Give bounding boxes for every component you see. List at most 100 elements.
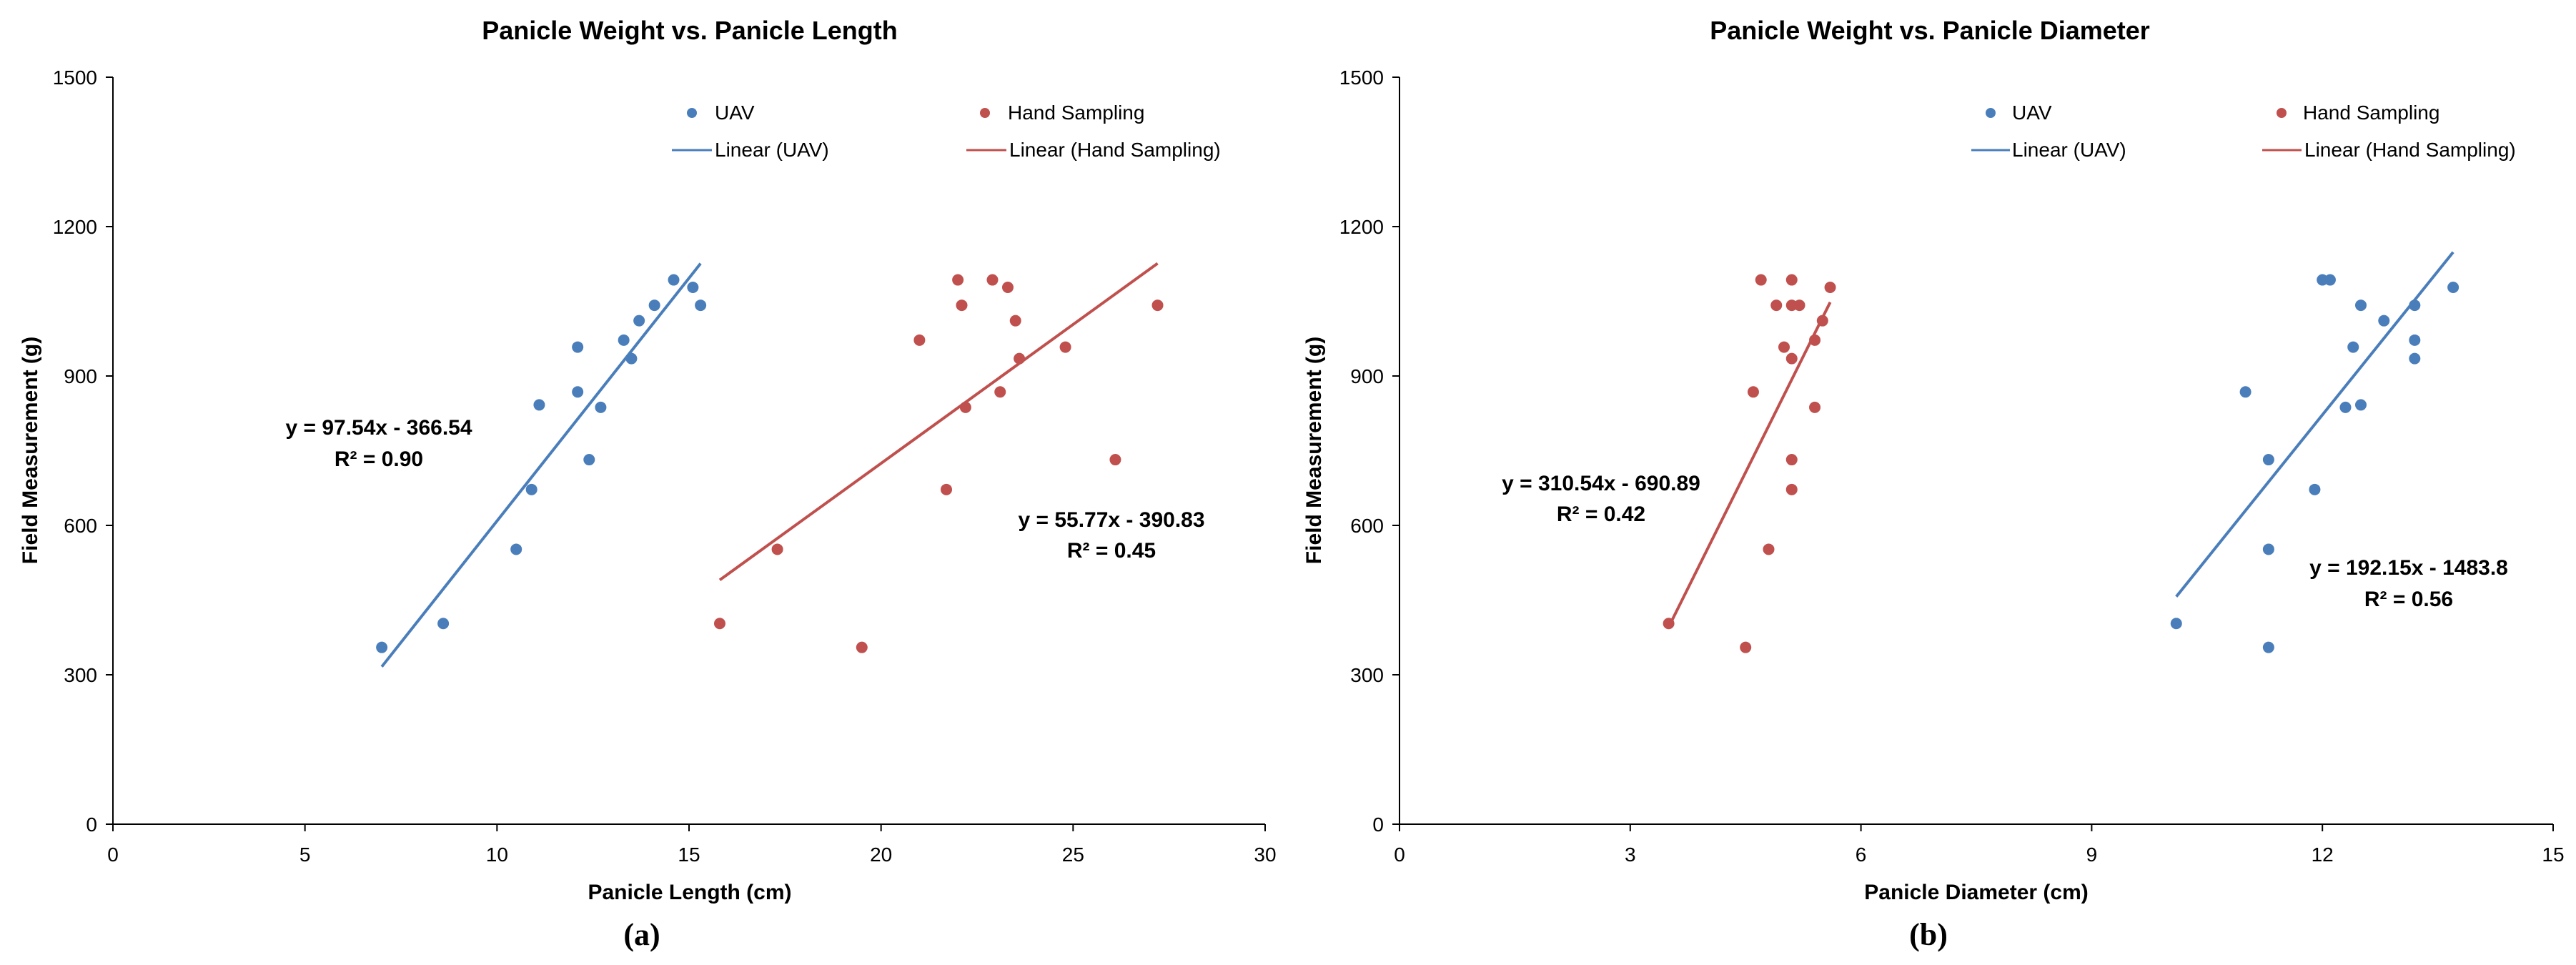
x-tick-label: 3 — [1625, 843, 1636, 866]
y-tick-label: 900 — [64, 365, 97, 387]
data-point-uav — [2409, 300, 2421, 312]
data-point-uav — [668, 274, 680, 286]
data-point-hand — [941, 483, 953, 495]
x-tick-label: 9 — [2086, 843, 2098, 866]
x-axis-title: Panicle Length (cm) — [588, 881, 791, 904]
data-point-hand — [1747, 386, 1759, 398]
data-point-uav — [2409, 334, 2421, 346]
data-point-hand — [1785, 454, 1798, 466]
data-point-uav — [618, 334, 630, 346]
y-tick-label: 1500 — [53, 66, 97, 89]
data-point-uav — [2447, 281, 2459, 293]
data-point-hand — [1755, 274, 1767, 286]
data-point-uav — [2324, 274, 2336, 286]
legend-hand-fit-label: Linear (Hand Sampling) — [2304, 139, 2516, 161]
data-point-uav — [437, 618, 450, 630]
trendline-hand — [718, 262, 1159, 582]
y-tick-label: 300 — [64, 664, 97, 686]
data-point-uav — [376, 641, 388, 653]
x-tick-label: 30 — [1254, 843, 1276, 866]
trendline-hand — [1667, 301, 1832, 628]
legend-uav-label: UAV — [715, 102, 755, 124]
data-point-hand — [1763, 543, 1775, 555]
x-tick-label: 12 — [2312, 843, 2334, 866]
uav-fit-equation: y = 97.54x - 366.54 — [285, 416, 472, 440]
legend: UAV Hand Sampling Linear (UAV) Linear (H… — [1971, 102, 2516, 161]
x-tick-label: 6 — [1856, 843, 1867, 866]
data-point-hand — [1001, 281, 1014, 293]
data-point-hand — [952, 274, 964, 286]
legend-hand-marker — [2277, 108, 2287, 118]
data-point-uav — [2409, 352, 2421, 365]
data-point-uav — [533, 399, 545, 411]
legend-uav-fit-label: Linear (UAV) — [715, 139, 829, 161]
trendline-uav — [2175, 251, 2454, 598]
data-point-uav — [2262, 454, 2274, 466]
hand-fit-equation: y = 310.54x - 690.89 — [1502, 472, 1700, 495]
uav-fit-r2: R² = 0.90 — [335, 447, 423, 471]
x-tick-label: 0 — [1394, 843, 1405, 866]
chart-panel-a: Panicle Weight vs. Panicle Length 030060… — [19, 16, 1277, 952]
x-axis-title: Panicle Diameter (cm) — [1864, 881, 2088, 904]
trendline-uav — [380, 262, 702, 668]
data-point-uav — [510, 543, 522, 555]
data-point-uav — [583, 454, 595, 466]
data-point-uav — [595, 401, 607, 413]
hand-fit-r2: R² = 0.45 — [1067, 539, 1156, 563]
x-tick-label: 15 — [2542, 843, 2564, 866]
x-tick-label: 15 — [678, 843, 700, 866]
data-point-hand — [913, 334, 926, 346]
data-point-uav — [2262, 641, 2274, 653]
legend-hand-label: Hand Sampling — [2303, 102, 2439, 124]
data-point-hand — [1059, 341, 1071, 353]
legend-uav-label: UAV — [2012, 102, 2052, 124]
chart-title: Panicle Weight vs. Panicle Length — [482, 16, 897, 45]
y-tick-label: 1500 — [1339, 66, 1384, 89]
data-point-hand — [1770, 300, 1783, 312]
data-point-hand — [1809, 334, 1821, 346]
data-point-hand — [986, 274, 999, 286]
y-tick-label: 900 — [1350, 365, 1384, 387]
data-point-uav — [687, 281, 699, 293]
data-point-hand — [713, 618, 725, 630]
panel-label: (a) — [623, 917, 660, 952]
data-point-hand — [956, 300, 968, 312]
chart-title: Panicle Weight vs. Panicle Diameter — [1710, 16, 2150, 45]
data-point-hand — [1109, 454, 1121, 466]
hand-fit-r2: R² = 0.42 — [1557, 503, 1645, 526]
data-point-uav — [648, 300, 660, 312]
data-point-uav — [2239, 386, 2251, 398]
data-point-hand — [994, 386, 1006, 398]
data-point-hand — [1778, 341, 1790, 353]
legend: UAV Hand Sampling Linear (UAV) Linear (H… — [672, 102, 1221, 161]
legend-uav-marker — [687, 108, 697, 118]
legend-uav-fit-label: Linear (UAV) — [2012, 139, 2126, 161]
hand-fit-equation: y = 55.77x - 390.83 — [1018, 508, 1204, 532]
data-point-hand — [1824, 281, 1836, 293]
x-tick-label: 20 — [870, 843, 892, 866]
uav-fit-equation: y = 192.15x - 1483.8 — [2309, 556, 2508, 580]
data-point-hand — [1785, 352, 1798, 365]
y-tick-label: 0 — [1372, 813, 1384, 836]
plot-area — [113, 77, 1265, 824]
x-tick-label: 25 — [1062, 843, 1084, 866]
y-tick-label: 1200 — [1339, 216, 1384, 238]
data-point-hand — [1785, 274, 1798, 286]
y-tick-label: 1200 — [53, 216, 97, 238]
data-point-hand — [1793, 300, 1805, 312]
y-tick-label: 600 — [1350, 515, 1384, 537]
x-tick-label: 5 — [299, 843, 311, 866]
legend-hand-marker — [980, 108, 990, 118]
data-point-hand — [1785, 483, 1798, 495]
data-point-uav — [2347, 341, 2359, 353]
x-tick-label: 10 — [486, 843, 508, 866]
data-point-hand — [1740, 641, 1752, 653]
y-axis-title: Field Measurement (g) — [19, 337, 42, 564]
data-point-hand — [1009, 315, 1021, 327]
data-point-uav — [2355, 300, 2367, 312]
data-point-uav — [695, 300, 707, 312]
legend-hand-label: Hand Sampling — [1008, 102, 1144, 124]
plot-area — [1400, 77, 2553, 824]
panel-label: (b) — [1909, 917, 1948, 952]
